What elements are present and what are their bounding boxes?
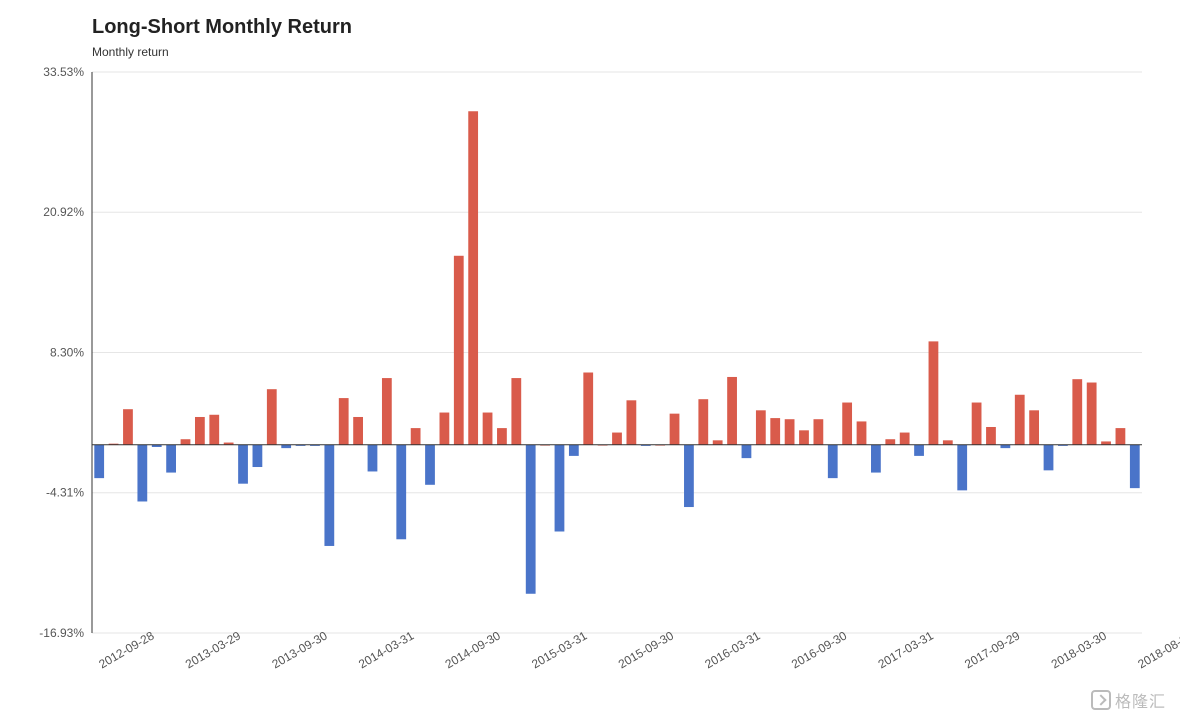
bar (813, 419, 824, 445)
axes (91, 72, 1142, 633)
bar (784, 419, 795, 445)
bar (770, 418, 781, 445)
bar (108, 443, 119, 445)
x-tick-label: 2012-09-28 (96, 628, 156, 671)
bar (741, 444, 752, 459)
bar (1014, 394, 1025, 445)
bar (1072, 379, 1083, 445)
bar (612, 432, 622, 445)
bar (209, 414, 220, 445)
bar (885, 439, 896, 445)
bar (1129, 444, 1140, 489)
bar (439, 412, 450, 445)
bar (568, 444, 579, 456)
bar (511, 378, 522, 445)
watermark-logo: 格隆汇 (1090, 688, 1166, 712)
x-tick-label: 2014-09-30 (443, 628, 503, 671)
bar (525, 444, 536, 594)
bars (94, 111, 1140, 594)
bar (1115, 428, 1126, 445)
y-tick-label: -16.93% (39, 626, 84, 640)
bar (1101, 441, 1111, 445)
bar (698, 399, 709, 445)
bar (1086, 382, 1097, 445)
bar (453, 255, 464, 445)
x-tick-label: 2015-09-30 (616, 628, 676, 671)
bar (266, 389, 277, 445)
bar (669, 413, 680, 445)
bar (180, 439, 191, 445)
bar (295, 444, 306, 446)
bar (194, 416, 205, 445)
bar (482, 412, 493, 445)
bar (856, 421, 867, 445)
bar (712, 440, 723, 445)
x-tick-label: 2013-09-30 (270, 628, 330, 671)
bar (914, 444, 924, 456)
y-tick-labels: 33.53% 20.92% 8.30% -4.31% -16.93% (39, 65, 84, 640)
bar (1043, 444, 1054, 471)
bar (1029, 410, 1040, 445)
bar (626, 400, 637, 445)
bar (425, 444, 435, 485)
grid-lines (92, 71, 1142, 634)
bar (252, 444, 263, 468)
bar (324, 444, 335, 546)
bar (899, 432, 910, 445)
y-tick-label: 8.30% (50, 346, 84, 360)
bar (957, 444, 968, 491)
bar (353, 416, 363, 445)
bar (381, 378, 392, 445)
bar (468, 111, 479, 445)
bar (928, 341, 939, 445)
bar (497, 428, 507, 445)
bar (942, 440, 953, 445)
bar (151, 444, 162, 447)
bar (94, 444, 105, 479)
x-tick-label: 2018-03-30 (1049, 628, 1109, 671)
y-tick-label: 20.92% (43, 205, 84, 219)
bar (310, 444, 320, 446)
x-tick-label: 2018-08-31 (1135, 628, 1180, 671)
bar (1000, 444, 1011, 449)
chart-subtitle: Monthly return (92, 45, 169, 59)
bar (123, 409, 133, 445)
bar (827, 444, 838, 479)
bar (640, 444, 651, 446)
x-tick-label: 2013-03-29 (183, 628, 243, 671)
bar (338, 398, 349, 445)
bar (871, 444, 881, 473)
bar (396, 444, 407, 540)
bar (223, 442, 234, 445)
x-tick-label: 2016-09-30 (789, 628, 849, 671)
y-tick-label: 33.53% (43, 65, 84, 79)
chart-title: Long-Short Monthly Return (92, 16, 352, 38)
x-tick-label: 2017-09-29 (962, 628, 1022, 671)
bar (986, 426, 996, 445)
x-tick-label: 2014-03-31 (356, 628, 416, 671)
bar (554, 444, 565, 532)
bar (842, 402, 853, 445)
x-tick-label: 2016-03-31 (702, 628, 762, 671)
bar (684, 444, 694, 508)
y-tick-label: -4.31% (46, 486, 84, 500)
x-tick-label: 2015-03-31 (529, 628, 589, 671)
x-tick-labels: 2012-09-28 2013-03-29 2013-09-30 2014-03-31… (96, 628, 1180, 671)
bar (238, 444, 248, 484)
bar (281, 444, 292, 449)
bar (367, 444, 378, 472)
logo-icon (1090, 690, 1111, 710)
bar (755, 410, 766, 445)
bar (799, 430, 809, 445)
bar (137, 444, 148, 502)
bar (971, 402, 982, 445)
watermark-text: 格隆汇 (1114, 694, 1166, 711)
bar (1058, 444, 1068, 446)
x-tick-label: 2017-03-31 (876, 628, 936, 671)
bar (583, 372, 594, 445)
bar (166, 444, 176, 473)
bar (727, 376, 737, 445)
bar (410, 428, 421, 445)
